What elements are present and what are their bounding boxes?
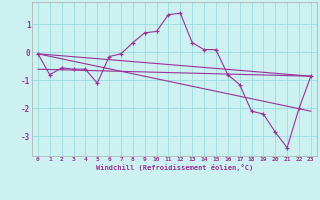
X-axis label: Windchill (Refroidissement éolien,°C): Windchill (Refroidissement éolien,°C): [96, 164, 253, 171]
